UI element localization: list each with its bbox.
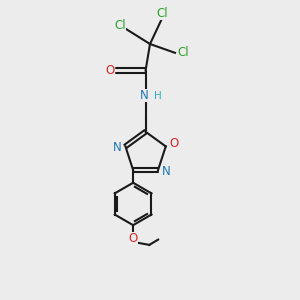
Text: O: O [169,137,178,150]
Text: Cl: Cl [156,7,168,20]
Text: N: N [140,89,149,102]
Text: N: N [113,141,122,154]
Text: O: O [105,64,114,77]
Text: Cl: Cl [114,19,126,32]
Text: Cl: Cl [178,46,189,59]
Text: N: N [162,165,171,178]
Text: O: O [128,232,138,245]
Text: H: H [154,91,162,100]
